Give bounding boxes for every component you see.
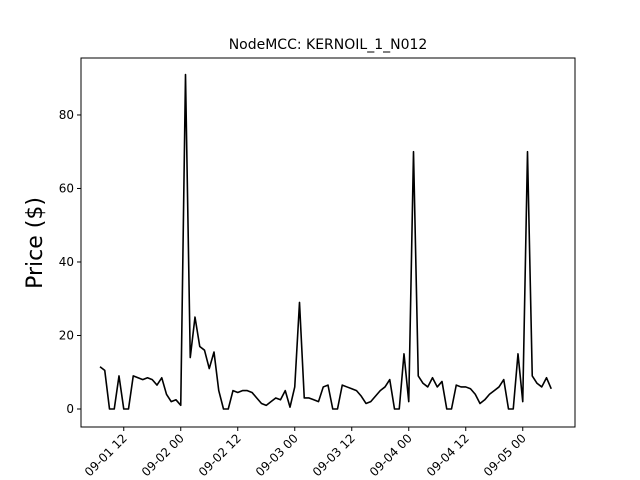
y-tick-label: 80 xyxy=(59,108,74,122)
chart-title: NodeMCC: KERNOIL_1_N012 xyxy=(229,37,428,53)
price-line xyxy=(99,73,552,410)
plot-frame xyxy=(80,57,576,428)
y-tick-label: 0 xyxy=(66,402,74,416)
y-tick-label: 60 xyxy=(59,181,74,195)
y-axis-label: Price ($) xyxy=(23,197,48,289)
y-tick-label: 20 xyxy=(59,328,74,342)
y-tick-label: 40 xyxy=(59,255,74,269)
